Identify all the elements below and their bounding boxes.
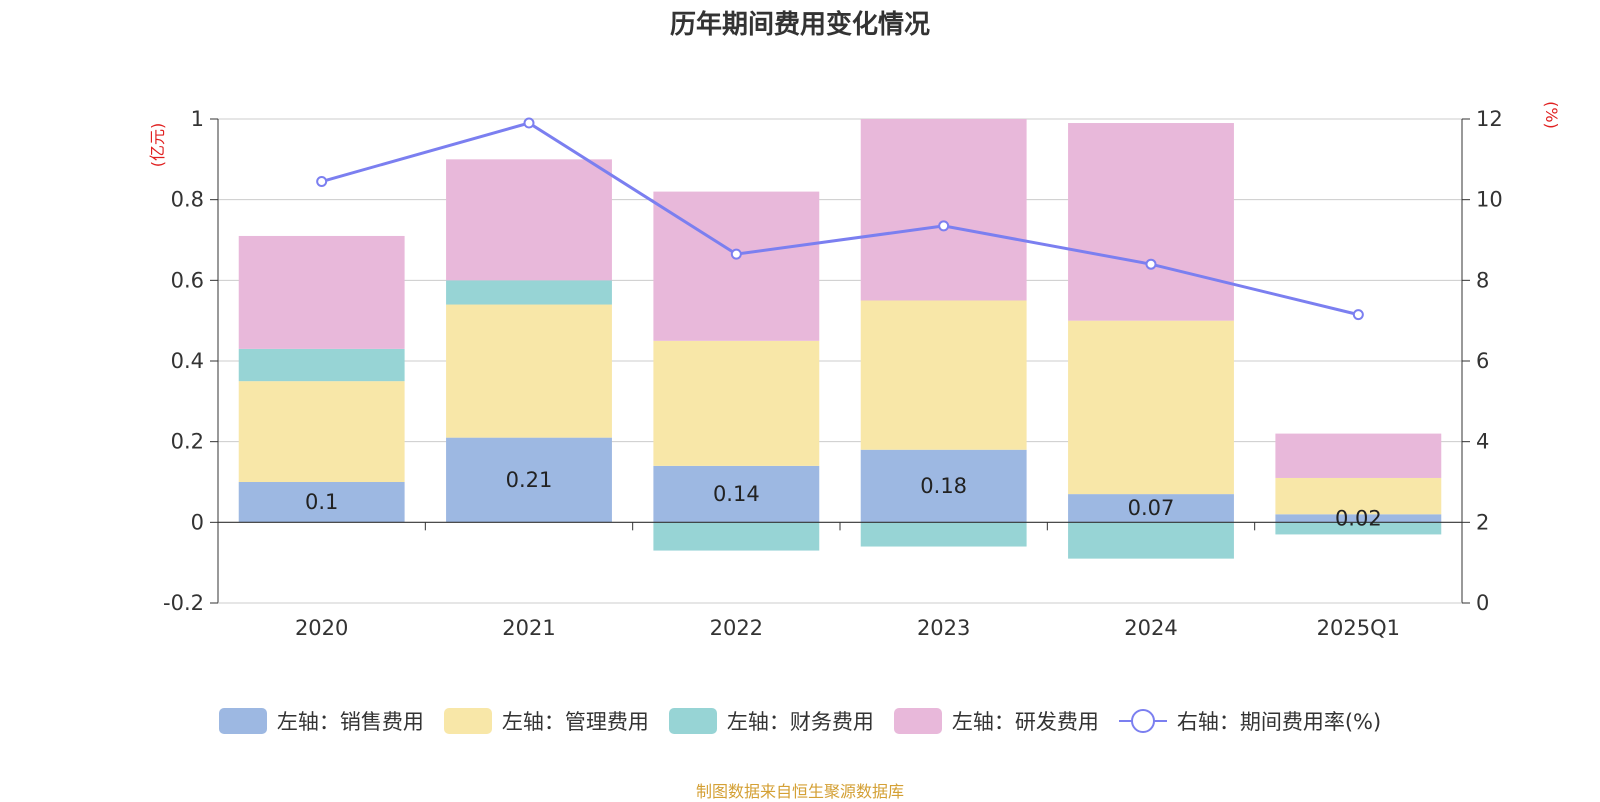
- bar-左轴销售费用-2021: [446, 437, 612, 523]
- left-tick-label: 0.2: [171, 430, 204, 454]
- left-axis-unit-label: (亿元): [148, 123, 167, 168]
- x-tick-label: 2022: [710, 616, 763, 640]
- legend-item[interactable]: 左轴：管理费用: [443, 706, 649, 736]
- bar-左轴管理费用-2025Q1: [1275, 477, 1442, 515]
- data-label: 0.21: [506, 468, 553, 492]
- legend-label: 左轴：财务费用: [726, 710, 874, 734]
- data-label: 0.14: [713, 482, 760, 506]
- x-tick-label: 2025Q1: [1317, 616, 1400, 640]
- bar-左轴管理费用-2021: [446, 304, 612, 438]
- right-tick-label: 0: [1476, 591, 1489, 615]
- source-attribution: 制图数据来自恒生聚源数据库: [695, 782, 904, 801]
- data-label: 0.02: [1335, 506, 1382, 530]
- x-tick-label: 2024: [1124, 616, 1177, 640]
- left-tick-label: 0.4: [171, 349, 204, 373]
- right-tick-label: 8: [1476, 268, 1489, 292]
- bar-左轴研发费用-2024: [1068, 123, 1234, 321]
- bar-左轴财务费用-2024: [1068, 522, 1234, 559]
- x-tick-label: 2023: [917, 616, 970, 640]
- legend-swatch: [443, 708, 492, 734]
- legend-label: 左轴：销售费用: [276, 710, 424, 734]
- right-tick-label: 12: [1476, 107, 1503, 131]
- bar-左轴销售费用-2025Q1: [1275, 514, 1442, 523]
- chart-title: 历年期间费用变化情况: [669, 10, 930, 40]
- legend: 左轴：销售费用 左轴：管理费用 左轴：财务费用 左轴：研发费用 右轴：期间费用率(%): [0, 706, 1600, 736]
- legend-swatch: [893, 708, 942, 734]
- left-tick-label: 0: [191, 510, 204, 534]
- bar-左轴管理费用-2022: [653, 340, 820, 466]
- data-label: 0.1: [305, 490, 338, 514]
- line-point-2024: [1145, 258, 1157, 270]
- bar-左轴财务费用-2020: [238, 348, 405, 382]
- bar-左轴财务费用-2022: [653, 522, 820, 551]
- legend-item[interactable]: 左轴：销售费用: [218, 706, 424, 736]
- right-tick-label: 10: [1476, 188, 1503, 212]
- legend-item[interactable]: 左轴：财务费用: [668, 706, 874, 736]
- left-tick-label: 1: [191, 107, 204, 131]
- line-point-2025Q1: [1352, 309, 1364, 321]
- bar-左轴研发费用-2021: [446, 159, 612, 281]
- legend-line-marker-icon: [1118, 708, 1167, 734]
- left-tick-label: 0.6: [171, 268, 204, 292]
- left-tick-label: 0.8: [171, 188, 204, 212]
- bar-左轴管理费用-2020: [238, 381, 405, 482]
- right-tick-label: 2: [1476, 510, 1489, 534]
- legend-label: 左轴：管理费用: [501, 710, 649, 734]
- right-tick-label: 4: [1476, 430, 1489, 454]
- bar-左轴管理费用-2023: [860, 300, 1027, 450]
- line-point-2022: [730, 248, 742, 260]
- x-tick-label: 2021: [502, 616, 555, 640]
- legend-swatch: [218, 708, 267, 734]
- x-tick-label: 2020: [295, 616, 348, 640]
- bar-左轴研发费用-2022: [653, 191, 820, 341]
- bar-左轴财务费用-2021: [446, 280, 612, 305]
- data-label: 0.07: [1128, 496, 1175, 520]
- bar-左轴研发费用-2020: [238, 235, 405, 349]
- bar-左轴销售费用-2023: [860, 449, 1027, 523]
- right-tick-label: 6: [1476, 349, 1489, 373]
- bar-左轴销售费用-2024: [1068, 494, 1234, 523]
- line-period-expense-rate: [321, 121, 1359, 317]
- legend-item[interactable]: 右轴：期间费用率(%): [1118, 706, 1382, 736]
- line-point-2021: [523, 117, 535, 129]
- bar-左轴销售费用-2022: [653, 465, 820, 523]
- data-label: 0.18: [920, 474, 967, 498]
- line-point-2020: [316, 176, 328, 188]
- bar-左轴研发费用-2025Q1: [1275, 433, 1442, 478]
- bar-左轴管理费用-2024: [1068, 320, 1234, 495]
- bar-左轴研发费用-2023: [860, 119, 1027, 301]
- bar-左轴财务费用-2025Q1: [1275, 522, 1442, 535]
- line-point-2023: [938, 220, 950, 232]
- legend-label: 右轴：期间费用率(%): [1176, 710, 1382, 734]
- right-axis-unit-label: (%): [1542, 101, 1561, 129]
- legend-label: 左轴：研发费用: [951, 710, 1099, 734]
- bar-左轴销售费用-2020: [238, 482, 405, 523]
- legend-swatch: [668, 708, 717, 734]
- bar-左轴财务费用-2023: [860, 522, 1027, 547]
- legend-item[interactable]: 左轴：研发费用: [893, 706, 1099, 736]
- left-tick-label: -0.2: [163, 591, 204, 615]
